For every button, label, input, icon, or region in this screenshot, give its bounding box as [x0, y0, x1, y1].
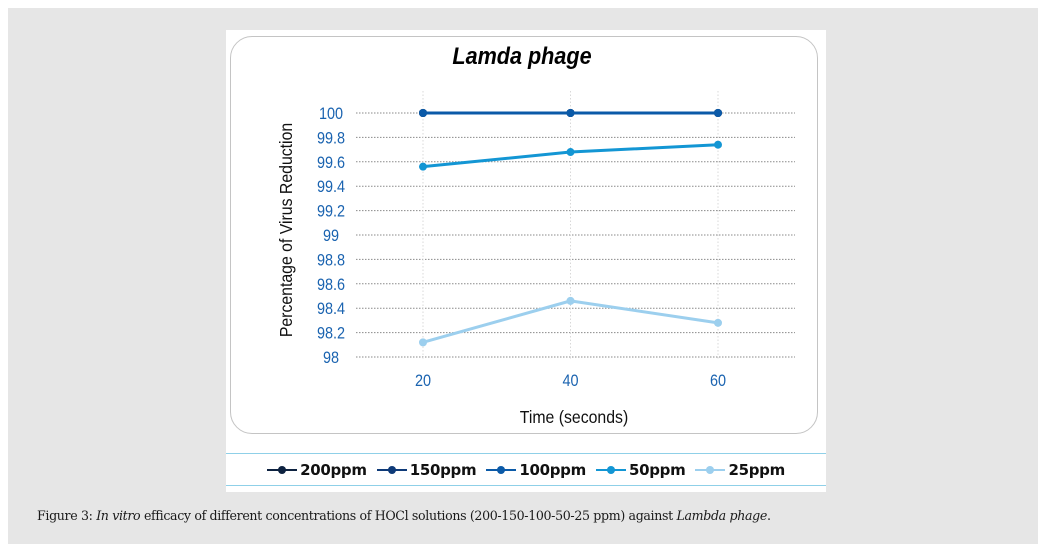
legend-label: 150ppm — [409, 460, 477, 479]
legend-marker-icon — [695, 464, 726, 476]
legend-marker-icon — [486, 464, 517, 476]
x-axis-title: Time (seconds) — [520, 407, 628, 427]
data-point — [566, 296, 575, 305]
y-tick-label: 98.8 — [317, 251, 345, 269]
y-tick-label: 99.8 — [317, 129, 345, 147]
y-tick-label: 100 — [319, 105, 343, 123]
legend-item-200ppm: 200ppm — [267, 461, 367, 479]
data-point — [566, 109, 575, 117]
series-25ppm — [419, 296, 722, 347]
legend-item-100ppm: 100ppm — [486, 461, 586, 479]
y-tick-label: 98.6 — [317, 276, 345, 294]
data-point — [714, 318, 722, 327]
data-point — [566, 148, 575, 157]
legend-marker-icon — [376, 464, 407, 476]
y-tick-label: 99 — [323, 227, 339, 245]
legend-label: 25ppm — [728, 460, 785, 479]
figure-caption: Figure 3: In vitro efficacy of different… — [37, 508, 771, 523]
caption-end: . — [766, 508, 771, 523]
caption-italic-in-vitro: In vitro — [96, 508, 141, 523]
y-tick-label: 98 — [323, 349, 339, 367]
x-tick-label: 20 — [415, 372, 431, 390]
data-point — [419, 162, 427, 171]
legend-label: 100ppm — [519, 460, 586, 479]
legend-label: 200ppm — [300, 460, 367, 479]
legend-marker-icon — [595, 464, 626, 476]
y-tick-label: 99.2 — [317, 203, 345, 221]
y-tick-label: 98.4 — [317, 300, 345, 318]
series-50ppm — [419, 140, 722, 171]
series-100ppm — [419, 109, 722, 117]
caption-text: efficacy of different concentrations of … — [140, 508, 677, 523]
legend-item-25ppm: 25ppm — [695, 460, 785, 479]
caption-figure-label: Figure 3: — [37, 508, 93, 523]
y-tick-label: 99.6 — [317, 154, 345, 172]
data-point — [419, 338, 427, 347]
x-tick-label: 60 — [710, 372, 726, 390]
legend-marker-icon — [267, 464, 298, 476]
y-axis-ticks: 98 98.2 98.4 98.6 98.8 99 99.2 99.4 99.6 99.8 100 — [317, 105, 345, 367]
legend: 200ppm 150ppm 100ppm 50ppm 25ppm — [226, 453, 826, 486]
grid-lines — [356, 91, 795, 359]
caption-italic-lambda-phage: Lambda phage — [676, 508, 767, 523]
x-tick-label: 40 — [562, 372, 578, 390]
legend-label: 50ppm — [628, 460, 686, 479]
y-tick-label: 99.4 — [317, 178, 345, 196]
series-group — [419, 109, 722, 347]
x-axis-ticks: 20 40 60 — [415, 372, 726, 390]
chart-title: Lamda phage — [452, 42, 591, 69]
data-point — [419, 109, 427, 117]
legend-item-50ppm: 50ppm — [595, 460, 686, 479]
data-point — [714, 109, 722, 117]
legend-item-150ppm: 150ppm — [376, 460, 477, 479]
data-point — [714, 140, 722, 149]
y-tick-label: 98.2 — [317, 325, 345, 343]
y-axis-title: Percentage of Virus Reduction — [276, 123, 296, 337]
